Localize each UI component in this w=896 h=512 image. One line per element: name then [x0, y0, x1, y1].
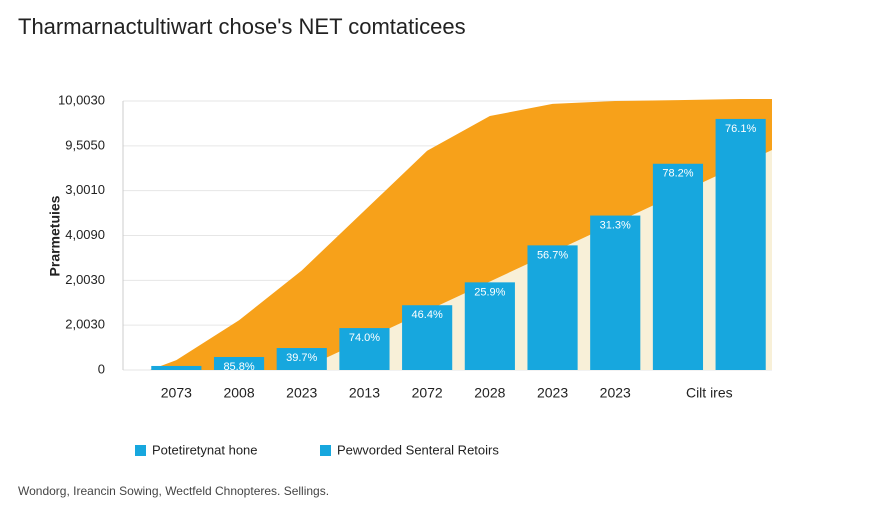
- y-tick-label: 0: [98, 361, 105, 376]
- x-tick-label: 2013: [349, 385, 380, 401]
- bar: [151, 365, 202, 370]
- y-axis-label: Prarmetuies: [47, 195, 63, 276]
- x-tick-label: Cilt ires: [686, 385, 733, 401]
- x-tick-label: 2073: [161, 385, 192, 401]
- bar-label: 78.2%: [662, 168, 693, 180]
- bar: [339, 328, 390, 370]
- chart-title: Tharmarnactultiwart chose's NET comtatic…: [18, 14, 466, 39]
- x-tick-label: 2028: [474, 385, 505, 401]
- x-tick-label: 2023: [286, 385, 317, 401]
- legend-swatch: [320, 445, 331, 456]
- y-tick-label: 4,0090: [65, 227, 105, 242]
- legend-swatch: [135, 445, 146, 456]
- bar: [590, 215, 641, 370]
- y-tick-label: 9,5050: [65, 137, 105, 152]
- bar-label: 85.8%: [223, 361, 254, 373]
- bar-label: 76.1%: [725, 123, 756, 135]
- bar: [213, 356, 265, 370]
- bar: [276, 348, 327, 370]
- bar: [715, 118, 766, 370]
- legend-label: Potetiretynat hone: [152, 442, 258, 457]
- bar-label: 74.0%: [349, 332, 380, 344]
- bar: [527, 245, 578, 370]
- y-tick-label: 3,0010: [65, 182, 105, 197]
- footer: Wondorg, Ireancin Sowing, Wectfeld Chnop…: [18, 484, 329, 498]
- y-tick-label: 2,0030: [65, 317, 105, 332]
- x-tick-label: 2008: [223, 385, 254, 401]
- x-tick-label: 2023: [600, 385, 631, 401]
- bar: [402, 305, 453, 370]
- legend-label: Pewvorded Senteral Retoirs: [337, 442, 499, 457]
- bar-label: 46.4%: [412, 309, 443, 321]
- x-tick-label: 2072: [412, 385, 443, 401]
- bar: [464, 282, 515, 370]
- x-tick-label: 2023: [537, 385, 568, 401]
- y-tick-label: 2,0030: [65, 272, 105, 287]
- bar: [652, 163, 704, 370]
- bar-label: 31.3%: [600, 219, 631, 231]
- bar-label: 25.9%: [474, 286, 505, 298]
- y-tick-label: 10,0030: [58, 92, 105, 107]
- bar-label: 56.7%: [537, 249, 568, 261]
- bar-label: 39.7%: [286, 352, 317, 364]
